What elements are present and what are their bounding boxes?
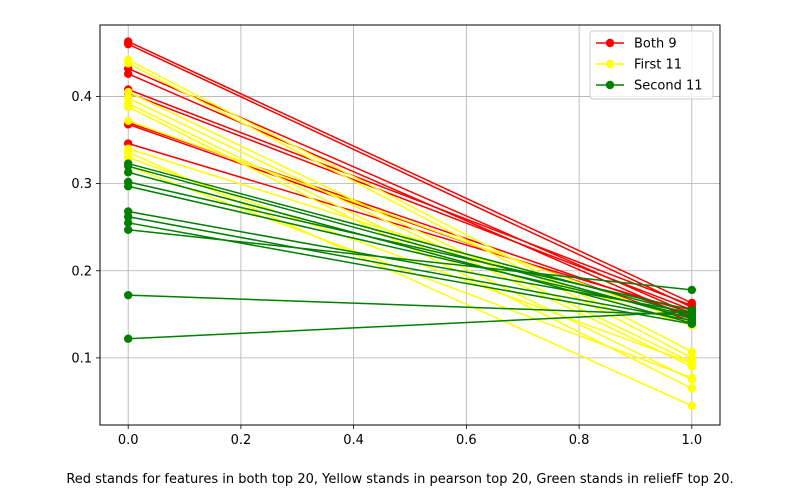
data-point: [687, 373, 697, 383]
series-line: [127, 165, 693, 320]
x-tick-label: 0.2: [231, 433, 252, 448]
data-point: [687, 285, 697, 295]
series-line: [127, 142, 693, 314]
series-line: [127, 102, 693, 381]
y-tick-label: 0.1: [71, 351, 92, 366]
data-point: [123, 182, 133, 191]
series-line: [127, 97, 693, 368]
legend-label: First 11: [634, 58, 682, 73]
series-line: [127, 43, 693, 309]
series-line: [128, 310, 692, 340]
y-tick-label: 0.2: [71, 264, 92, 279]
data-point: [687, 307, 697, 316]
data-point: [123, 39, 133, 49]
legend-marker: [605, 38, 615, 48]
x-axis-ticks: 0.0 0.2 0.4 0.6 0.8 1.0: [118, 425, 702, 448]
series-line: [127, 165, 693, 379]
y-tick-label: 0.4: [71, 90, 92, 105]
legend-marker: [605, 59, 615, 69]
legend-marker: [605, 80, 615, 90]
series-lines-layer: [127, 40, 693, 407]
legend-box: [589, 30, 714, 100]
series-line: [127, 120, 693, 324]
series-line: [128, 185, 692, 317]
data-point: [687, 358, 697, 368]
data-point: [123, 161, 133, 171]
series-line: [127, 171, 693, 324]
x-tick-label: 0.6: [456, 433, 477, 448]
data-point: [123, 334, 133, 343]
series-line: [127, 40, 693, 304]
series-points-layer: [123, 37, 697, 411]
data-point: [123, 225, 133, 234]
data-point: [123, 168, 133, 177]
x-tick-label: 0.4: [343, 433, 364, 448]
series-line: [127, 73, 693, 320]
series-line: [128, 210, 692, 314]
data-point: [123, 290, 133, 300]
legend: Both 9 First 11 Second 11: [589, 30, 714, 100]
data-point: [123, 69, 133, 79]
series-line: [127, 88, 693, 307]
data-point: [123, 212, 133, 221]
data-point: [123, 102, 133, 112]
data-point: [687, 384, 697, 393]
y-tick-label: 0.3: [71, 177, 92, 192]
data-point: [687, 401, 697, 411]
series-line: [127, 91, 693, 363]
series-line: [127, 92, 693, 311]
series-line: [127, 151, 693, 407]
x-tick-label: 0.8: [569, 433, 590, 448]
y-axis-ticks: 0.1 0.2 0.3 0.4: [71, 90, 100, 366]
series-line: [128, 181, 692, 311]
legend-label: Both 9: [634, 37, 677, 52]
data-point: [123, 116, 133, 126]
series-line: [128, 294, 692, 316]
series-line: [127, 62, 693, 359]
plot-frame: [99, 24, 721, 426]
data-point: [123, 87, 133, 97]
figure-caption: Red stands for features in both top 20, …: [66, 472, 734, 487]
data-point: [123, 218, 133, 228]
series-line: [128, 215, 692, 322]
data-point: [687, 319, 697, 329]
data-point: [123, 59, 133, 68]
data-point: [123, 153, 133, 162]
legend-label: Second 11: [634, 79, 703, 94]
series-line: [128, 229, 692, 291]
data-point: [687, 347, 697, 356]
x-tick-label: 1.0: [681, 433, 702, 448]
x-tick-label: 0.0: [118, 433, 139, 448]
